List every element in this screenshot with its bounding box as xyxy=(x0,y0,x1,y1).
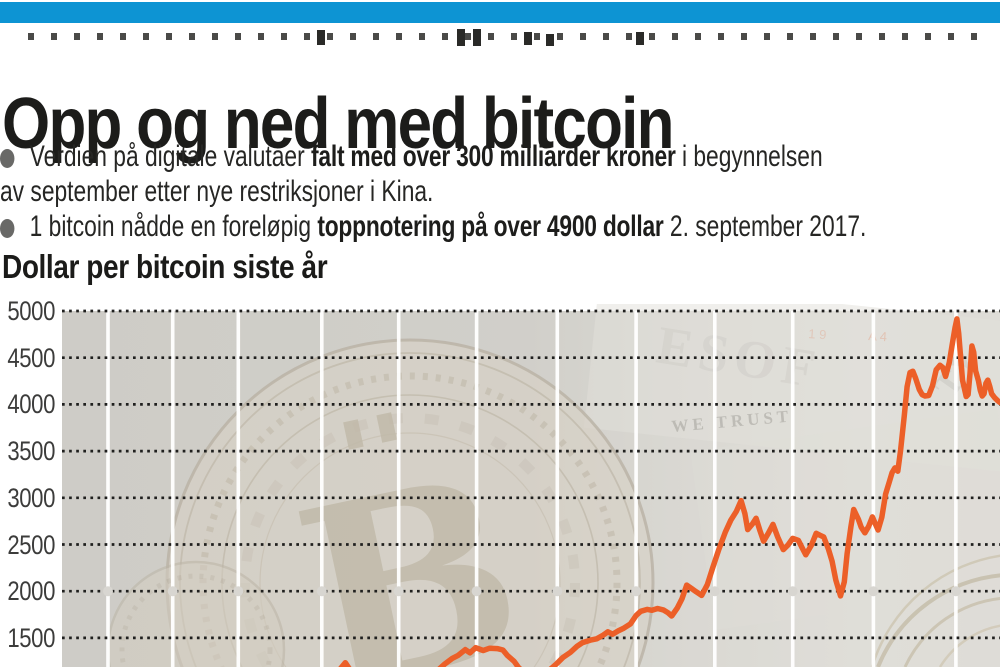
bullet-icon xyxy=(0,149,15,168)
cropped-glyph-artifact xyxy=(636,32,644,45)
bullet-2-text-post: 2. september 2017. xyxy=(663,210,867,243)
y-axis-label: 4500 xyxy=(7,343,55,373)
photo-fade-overlay xyxy=(62,311,1000,667)
cropped-content-artifacts xyxy=(28,33,994,40)
y-axis-label: 2500 xyxy=(7,530,55,560)
horizontal-gridlines xyxy=(62,309,1000,640)
cropped-glyph-artifact xyxy=(457,29,465,46)
gridline-intersection-dots xyxy=(103,586,961,597)
y-axis-label: 1500 xyxy=(7,623,55,653)
y-axis-label: 3500 xyxy=(7,436,55,466)
price-line xyxy=(338,316,1000,667)
bullet-1-line-2: av september etter nye restriksjoner i K… xyxy=(0,175,434,208)
bullet-2-text: 1 bitcoin nådde en foreløpig xyxy=(29,210,318,243)
bullet-2-line: 1 bitcoin nådde en foreløpig toppnoterin… xyxy=(0,210,1000,244)
bullet-1-line-1: Verdien på digitale valutaer falt med ov… xyxy=(0,140,1000,174)
svg-text:1 9: 1 9 xyxy=(808,326,827,342)
month-separator-lines xyxy=(106,311,958,667)
chart-title: Dollar per bitcoin siste år xyxy=(2,248,328,285)
bullet-1-text: Verdien på digitale valutaer xyxy=(29,140,312,173)
bullet-1-text-post: i begynnelsen xyxy=(675,140,823,173)
y-axis: 5000 4500 4000 3500 3000 2500 2000 1500 xyxy=(0,0,55,667)
bullet-2-bold-text: toppnotering på over 4900 dollar xyxy=(317,210,664,243)
page-title: Opp og ned med bitcoin xyxy=(2,84,674,165)
y-axis-label: 3000 xyxy=(7,483,55,513)
brand-color-bar xyxy=(0,2,1000,23)
cropped-glyph-artifact xyxy=(546,34,554,46)
y-axis-label: 5000 xyxy=(7,296,55,326)
bullet-1-bold-text: falt med over 300 milliarder kroner xyxy=(311,140,676,173)
cropped-glyph-artifact xyxy=(317,30,325,45)
y-axis-label: 2000 xyxy=(7,576,55,606)
bullet-icon xyxy=(0,219,15,238)
cropped-glyph-artifact xyxy=(524,32,532,45)
background-photo: ESOF WE TRUST TY A 4 1 9 B xyxy=(62,304,1000,667)
cropped-glyph-artifact xyxy=(473,29,481,46)
y-axis-label: 4000 xyxy=(7,389,55,419)
